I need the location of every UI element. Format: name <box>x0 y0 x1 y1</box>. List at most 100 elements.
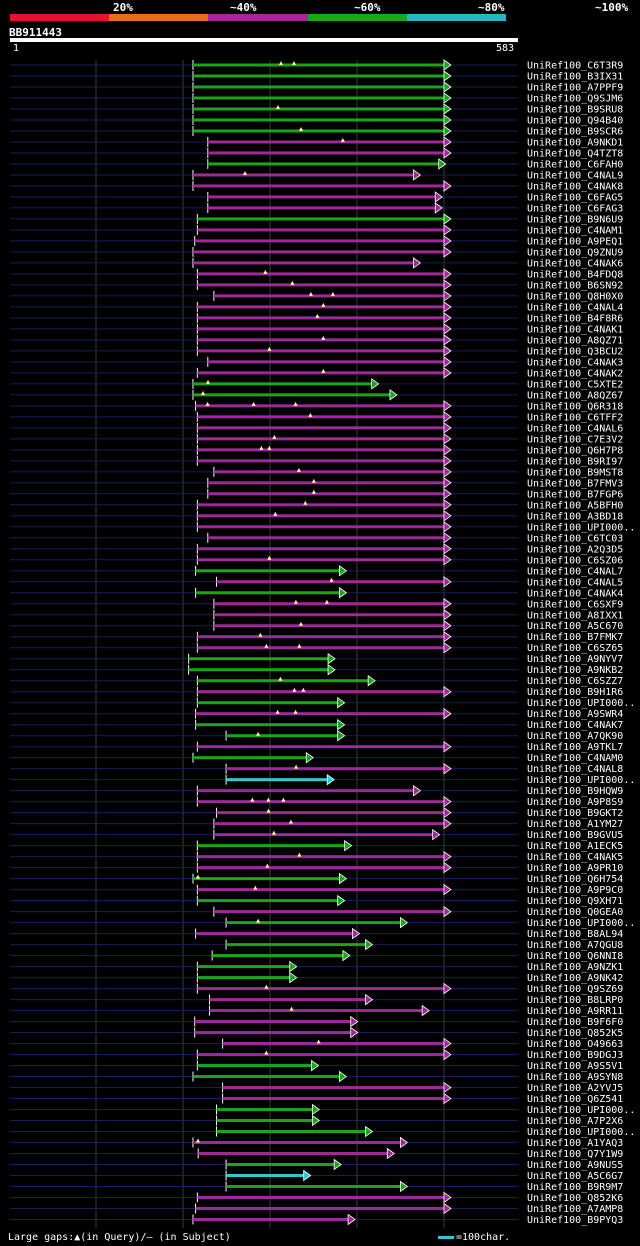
hit-row: UniRef100_Q0GEA0 <box>10 905 623 918</box>
gap-marker <box>266 808 271 813</box>
hit-bar <box>197 899 338 903</box>
hit-name: UniRef100_A9NKB2 <box>527 665 623 676</box>
gap-marker <box>321 302 326 307</box>
hit-row: UniRef100_B9N6U9 <box>10 213 623 225</box>
legend-label: ~40% <box>230 1 257 14</box>
hit-name: UniRef100_C4NAK4 <box>527 588 623 599</box>
gap-marker <box>275 104 280 109</box>
gap-marker <box>271 830 276 835</box>
gap-marker <box>250 797 255 802</box>
hit-bar <box>192 250 444 254</box>
hit-name: UniRef100_A9P9C0 <box>527 885 623 896</box>
hit-row: UniRef100_C4NAK1 <box>10 323 623 335</box>
hit-row: UniRef100_C6FAG3 <box>10 202 623 214</box>
hit-name: UniRef100_C6T3R9 <box>527 61 623 72</box>
hit-arrow <box>443 125 452 137</box>
hit-arrow <box>443 356 452 368</box>
hit-bar <box>197 217 444 221</box>
query-start-label: 1 <box>13 43 20 54</box>
hit-bar <box>198 1152 388 1156</box>
hit-name: UniRef100_C6FAG3 <box>527 203 623 214</box>
hit-arrow <box>443 345 452 357</box>
hit-arrow <box>333 1158 342 1171</box>
legend-segment <box>109 14 209 21</box>
hit-name: UniRef100_Q6H7P8 <box>527 445 623 456</box>
hit-row: UniRef100_A7PPF9 <box>10 81 623 93</box>
hit-row: UniRef100_A9RR11 <box>10 1004 623 1017</box>
hit-name: UniRef100_UPI000.. <box>527 698 635 709</box>
hit-row: UniRef100_B9MST8 <box>10 466 623 478</box>
hit-row: UniRef100_B9DGJ3 <box>10 1048 623 1061</box>
hit-bar <box>194 1020 351 1024</box>
hit-bar <box>192 63 444 67</box>
hit-arrow <box>413 169 422 181</box>
hit-name: UniRef100_C4NAK6 <box>527 258 623 269</box>
hit-bar <box>197 228 444 232</box>
hit-bar <box>226 778 328 782</box>
hit-arrow <box>399 1180 409 1193</box>
hit-row: UniRef100_A8QZ67 <box>10 389 623 401</box>
hit-row: UniRef100_Q7Y1W9 <box>10 1147 623 1160</box>
hit-row: UniRef100_A9NKB2 <box>10 663 623 676</box>
hit-name: UniRef100_A2Q3D5 <box>527 544 623 555</box>
hit-arrow <box>443 740 452 753</box>
hit-arrow <box>443 543 452 555</box>
hit-name: UniRef100_C4NAK5 <box>527 852 623 863</box>
hit-name: UniRef100_A1ECK5 <box>527 841 623 852</box>
gap-marker <box>266 797 271 802</box>
gap-marker <box>259 445 264 450</box>
hit-name: UniRef100_A3BD18 <box>527 511 623 522</box>
hit-row: UniRef100_A2YVJ5 <box>10 1081 623 1094</box>
hit-bar <box>192 184 444 188</box>
hit-row: UniRef100_A9SYN8 <box>10 1070 623 1083</box>
hit-name: UniRef100_B9SCR6 <box>527 126 623 137</box>
hit-bar <box>197 371 444 375</box>
hit-arrow <box>338 1070 348 1083</box>
hit-arrow <box>413 257 422 269</box>
hit-bar <box>216 1130 366 1134</box>
hit-arrow <box>443 1048 452 1061</box>
hit-name: UniRef100_Q852K6 <box>527 1193 623 1204</box>
hit-row: UniRef100_A9PR10 <box>10 861 623 874</box>
hit-bar <box>197 866 444 870</box>
hit-row: UniRef100_O49663 <box>10 1037 623 1050</box>
hit-row: UniRef100_A1ECK5 <box>10 839 623 852</box>
legend-segment <box>406 14 506 21</box>
hit-name: UniRef100_A9NUS5 <box>527 1160 623 1171</box>
scale-text: =100char. <box>456 1232 511 1243</box>
hit-name: UniRef100_A8QZ71 <box>527 335 623 346</box>
hit-arrow <box>443 312 452 324</box>
hit-bar <box>213 910 444 914</box>
hit-bar <box>197 701 338 705</box>
hit-row: UniRef100_A3BD18 <box>10 510 623 522</box>
hit-bar <box>195 1206 444 1210</box>
hit-arrow <box>342 949 351 962</box>
hit-arrow <box>337 894 346 907</box>
scale-key: =100char. <box>438 1232 510 1243</box>
gap-marker <box>340 137 345 142</box>
gap-marker <box>278 676 283 681</box>
hit-row: UniRef100_C4NAK2 <box>10 367 623 379</box>
hit-row: UniRef100_Q3BCU2 <box>10 345 623 357</box>
hit-name: UniRef100_UPI000.. <box>527 1127 635 1138</box>
gap-marker <box>289 1006 294 1011</box>
hit-row: UniRef100_C4NAK3 <box>10 356 623 368</box>
hit-arrow <box>443 1081 452 1094</box>
hit-bar <box>195 591 340 595</box>
hit-name: UniRef100_B9SRU8 <box>527 104 623 115</box>
hit-arrow <box>443 367 452 379</box>
hit-name: UniRef100_Q94B40 <box>527 115 623 126</box>
large-gaps-legend: Large gaps:▲(in Query)/– (in Subject) <box>8 1232 231 1243</box>
hit-bar <box>195 404 444 408</box>
hit-arrow <box>443 1202 452 1215</box>
hit-bar <box>213 822 444 826</box>
hit-arrow <box>311 1103 321 1116</box>
hit-bar <box>207 162 439 166</box>
gap-marker <box>288 819 293 824</box>
hit-bar <box>192 756 307 760</box>
hit-bar <box>197 690 444 694</box>
hit-arrow <box>413 784 422 797</box>
legend-label: 20% <box>113 1 133 14</box>
scale-swatch <box>438 1235 454 1239</box>
hit-arrow <box>443 59 452 71</box>
